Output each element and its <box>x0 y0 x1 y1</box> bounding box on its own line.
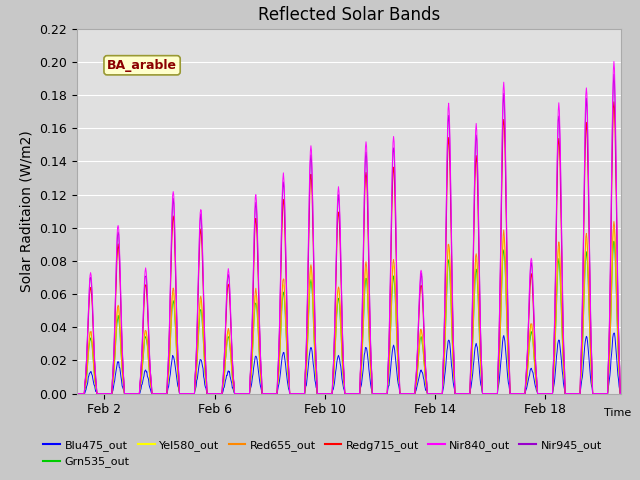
Title: Reflected Solar Bands: Reflected Solar Bands <box>258 6 440 24</box>
Text: BA_arable: BA_arable <box>107 59 177 72</box>
Text: Time: Time <box>604 408 632 418</box>
Y-axis label: Solar Raditaion (W/m2): Solar Raditaion (W/m2) <box>20 131 33 292</box>
Legend: Blu475_out, Grn535_out, Yel580_out, Red655_out, Redg715_out, Nir840_out, Nir945_: Blu475_out, Grn535_out, Yel580_out, Red6… <box>39 436 606 472</box>
